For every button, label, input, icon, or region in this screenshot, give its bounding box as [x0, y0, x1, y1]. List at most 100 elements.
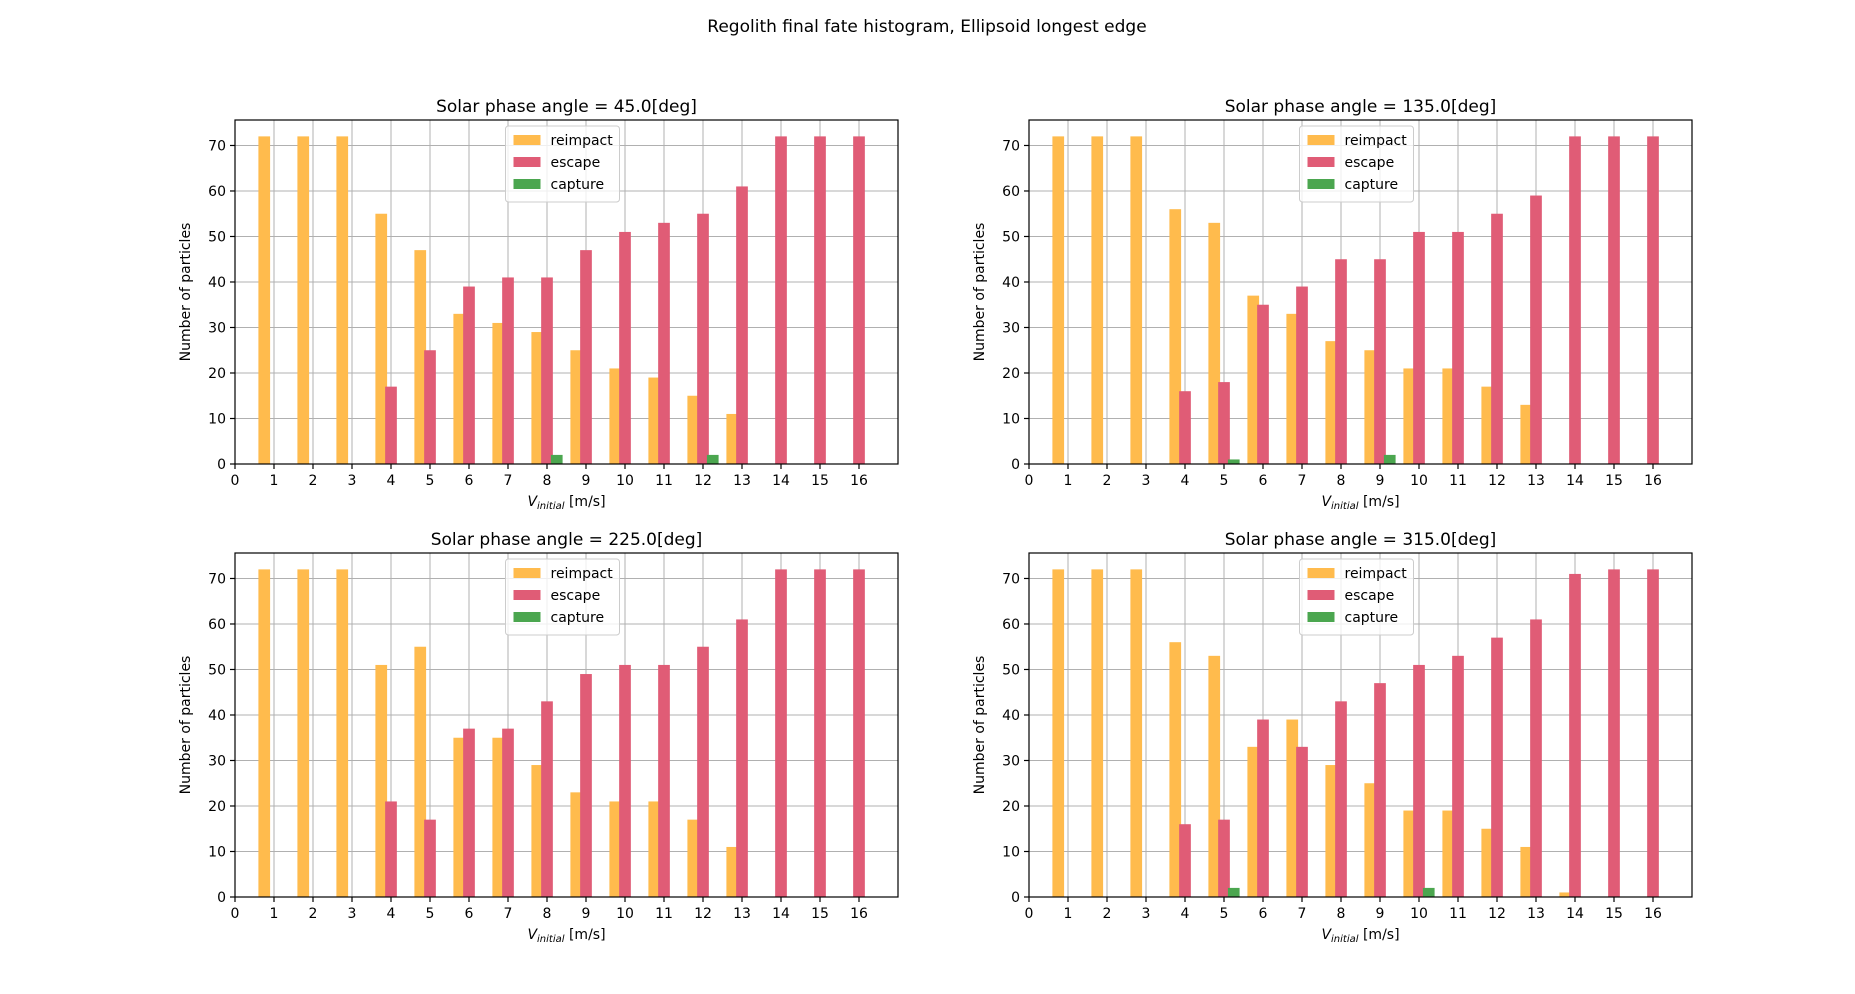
bar-capture	[1227, 887, 1240, 897]
bar-reimpact	[1130, 569, 1143, 897]
bar-escape	[1296, 286, 1308, 464]
bar-escape	[1218, 819, 1230, 897]
bar-escape	[1257, 719, 1269, 897]
bar-reimpact	[1325, 765, 1338, 897]
x-tick-label: 5	[426, 906, 435, 922]
x-tick-label: 14	[772, 906, 790, 922]
bar-reimpact	[1247, 746, 1260, 897]
bar-escape	[463, 286, 475, 464]
x-tick-label: 16	[850, 473, 868, 489]
y-tick-label: 10	[1002, 844, 1020, 860]
x-tick-label: 2	[309, 906, 318, 922]
bar-reimpact	[1403, 810, 1416, 897]
legend-swatch-capture	[513, 179, 541, 189]
bar-escape	[385, 386, 397, 464]
x-tick-label: 6	[465, 906, 474, 922]
bar-escape	[1647, 136, 1659, 464]
y-tick-label: 70	[1002, 571, 1020, 587]
x-tick-label: 7	[1298, 473, 1307, 489]
x-tick-label: 6	[1259, 473, 1268, 489]
bar-escape	[775, 136, 787, 464]
bar-reimpact	[297, 569, 310, 897]
legend-swatch-escape	[1307, 157, 1335, 167]
panels-group: 0 1 2 3 4 5 6 7 8 9 10 11 12 13 14 15 16010203040506070S…	[178, 97, 1693, 945]
bar-reimpact	[1559, 892, 1572, 897]
y-tick-label: 20	[208, 799, 226, 815]
bar-reimpact	[1091, 569, 1104, 897]
bar-escape	[502, 277, 514, 464]
bar-reimpact	[648, 801, 661, 897]
y-tick-label: 30	[1002, 320, 1020, 336]
y-axis-label: Number of particles	[178, 656, 194, 795]
x-tick-label: 6	[1259, 906, 1268, 922]
bar-reimpact	[1169, 209, 1182, 464]
y-tick-label: 60	[1002, 617, 1020, 633]
bar-escape	[502, 728, 514, 897]
x-tick-label: 9	[1376, 473, 1385, 489]
x-tick-label: 1	[1064, 906, 1073, 922]
bar-escape	[1218, 382, 1230, 464]
legend-swatch-capture	[513, 612, 541, 622]
x-tick-label: 15	[811, 906, 829, 922]
x-axis-label: Vinitial [m/s]	[1321, 494, 1399, 512]
y-tick-label: 60	[208, 617, 226, 633]
bar-escape	[814, 569, 826, 897]
x-tick-label: 13	[733, 473, 751, 489]
bar-reimpact	[1208, 655, 1221, 897]
bar-escape	[580, 674, 592, 897]
x-tick-label: 0	[231, 473, 240, 489]
x-axis-label-unit: [m/s]	[1359, 927, 1400, 943]
bar-reimpact	[1130, 136, 1143, 464]
y-tick-label: 10	[208, 411, 226, 427]
bar-reimpact	[1325, 341, 1338, 464]
axes-frame	[1028, 119, 1693, 465]
x-tick-label: 12	[1488, 906, 1506, 922]
legend-label-reimpact: reimpact	[1345, 566, 1408, 582]
bar-escape	[1335, 259, 1347, 464]
x-tick-label: 3	[348, 906, 357, 922]
y-tick-label: 50	[208, 229, 226, 245]
x-tick-label: 8	[1337, 473, 1346, 489]
x-tick-label: 1	[1064, 473, 1073, 489]
x-tick-label: 12	[694, 906, 712, 922]
bar-escape	[1647, 569, 1659, 897]
x-tick-label: 8	[1337, 906, 1346, 922]
bar-escape	[619, 231, 631, 464]
y-tick-label: 0	[217, 457, 226, 473]
x-tick-label: 14	[1566, 906, 1584, 922]
bar-escape	[1608, 136, 1620, 464]
x-tick-label: 9	[582, 906, 591, 922]
x-tick-label: 10	[616, 906, 634, 922]
x-tick-label: 4	[1181, 906, 1190, 922]
bar-escape	[1452, 655, 1464, 897]
bar-capture	[550, 454, 563, 464]
bar-escape	[1530, 619, 1542, 897]
x-tick-label: 4	[387, 473, 396, 489]
y-tick-label: 70	[208, 571, 226, 587]
y-tick-label: 60	[208, 184, 226, 200]
bar-escape	[1413, 664, 1425, 897]
bar-escape	[1179, 391, 1191, 464]
x-tick-label: 13	[733, 906, 751, 922]
bar-reimpact	[648, 377, 661, 464]
x-axis-label-subscript: initial	[537, 934, 565, 945]
bar-reimpact	[453, 737, 466, 897]
bar-escape	[1569, 136, 1581, 464]
legend-label-escape: escape	[1345, 588, 1395, 604]
y-tick-label: 20	[208, 366, 226, 382]
legend: reimpact escape capture	[505, 125, 620, 203]
bar-escape	[1491, 637, 1503, 897]
bar-reimpact	[1208, 222, 1221, 464]
x-tick-label: 3	[1142, 473, 1151, 489]
bar-escape	[658, 664, 670, 897]
y-tick-label: 40	[1002, 708, 1020, 724]
chart-title: Solar phase angle = 135.0[deg]	[1225, 97, 1497, 117]
bar-escape	[1179, 824, 1191, 897]
y-tick-label: 50	[208, 662, 226, 678]
bar-reimpact	[726, 413, 739, 464]
y-tick-label: 50	[1002, 229, 1020, 245]
y-tick-label: 40	[1002, 275, 1020, 291]
x-tick-label: 11	[655, 906, 673, 922]
